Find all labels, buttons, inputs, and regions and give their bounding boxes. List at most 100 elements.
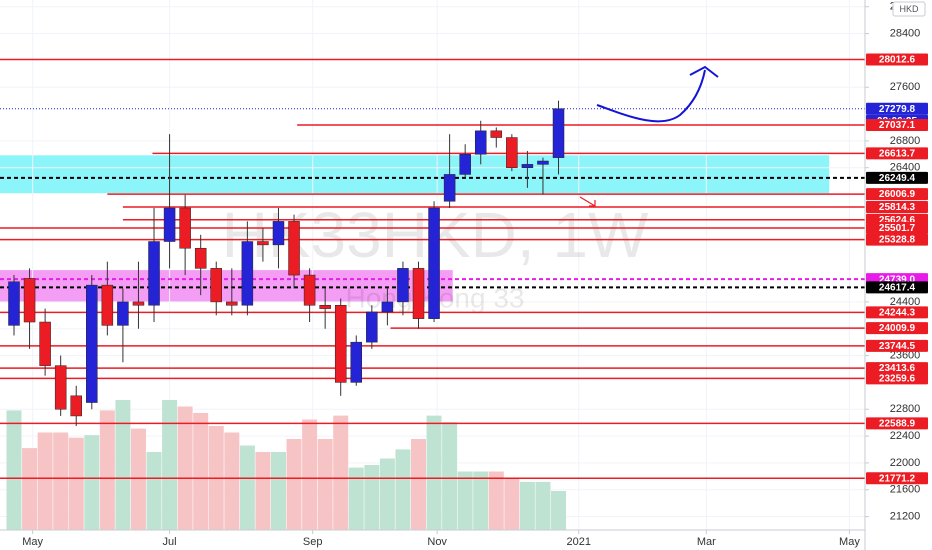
volume-bar (130, 428, 146, 530)
candle-body (179, 207, 191, 249)
y-tick-label: 21600 (890, 484, 921, 496)
zone (0, 270, 453, 303)
candle-body (117, 301, 129, 326)
y-tick-label: 22000 (890, 457, 921, 469)
volume-bar (442, 422, 458, 530)
candle-body (303, 274, 316, 306)
level-label: 23259.6 (879, 374, 916, 385)
price-axis: 2120021600220002240022800236002400024400… (22, 1, 928, 548)
level-label-box (866, 417, 928, 430)
candle-body (521, 164, 534, 168)
candle-body (101, 284, 114, 326)
volume-bar (317, 439, 333, 530)
level-label: 24617.4 (879, 282, 916, 293)
volume-bar (395, 449, 411, 530)
candle-body (350, 341, 363, 383)
candle-body (412, 268, 425, 319)
volume-bar (270, 452, 286, 530)
level-label: 21771.2 (879, 473, 916, 484)
volume-bar (84, 435, 100, 530)
y-tick-label: 22400 (890, 430, 921, 442)
level-label-box (866, 472, 928, 485)
candle-body (459, 154, 471, 175)
candle-body (537, 160, 549, 165)
currency: HKD (899, 4, 919, 14)
level-label: 23744.5 (879, 341, 916, 352)
candle-body (490, 130, 503, 138)
y-tick-label: 26400 (890, 162, 921, 174)
volume-bar (115, 400, 131, 530)
candle-body (39, 321, 51, 366)
candle-body (381, 301, 394, 313)
candle-body (163, 207, 176, 242)
candle-body (210, 268, 222, 303)
volume-bar (22, 448, 38, 530)
volume-bar (239, 445, 255, 530)
volume-bar (348, 467, 364, 530)
level-label-box (866, 102, 928, 115)
candle-body (8, 281, 20, 326)
level-label: 25624.6 (879, 215, 916, 226)
level-label: 27037.1 (879, 120, 916, 131)
candle-body (428, 207, 440, 319)
candles (8, 100, 565, 427)
level-label: 24009.9 (879, 323, 916, 334)
candle-body (443, 174, 456, 202)
level-label-box (866, 306, 928, 319)
candle-body (70, 395, 82, 417)
candle-body (272, 221, 285, 246)
level-label: 28012.6 (879, 55, 916, 66)
volume-bar (146, 452, 162, 530)
level-label-box (866, 372, 928, 385)
candle-body (194, 247, 207, 269)
x-tick-label: Sep (303, 536, 323, 548)
level-label: 26249.4 (879, 173, 916, 184)
candle-body (54, 365, 67, 410)
level-label: 27279.8 (879, 104, 916, 115)
level-label-box (866, 53, 928, 66)
y-tick-label: 28400 (890, 27, 921, 39)
volume-bar (333, 415, 349, 530)
level-label-box (866, 339, 928, 352)
level-label-box (866, 322, 928, 335)
currency-badge (892, 1, 926, 17)
volume (6, 400, 567, 530)
level-label-box (866, 233, 928, 246)
candle-body (226, 301, 238, 306)
candle-body (86, 284, 98, 403)
volume-bar (68, 437, 84, 530)
volume-bar (410, 439, 426, 530)
candle-body (319, 305, 331, 309)
level-label-box (866, 362, 928, 375)
y-tick-label: 26800 (890, 135, 921, 147)
volume-bar (302, 419, 318, 530)
level-label: 22588.9 (879, 419, 916, 430)
y-tick-label: 24400 (890, 296, 921, 308)
level-label-box (866, 188, 928, 201)
volume-bar (37, 432, 53, 530)
zones (0, 155, 830, 303)
volume-bar (379, 458, 395, 530)
level-label-box (866, 118, 928, 131)
y-tick-label: 22800 (890, 403, 921, 415)
volume-bar (551, 491, 567, 530)
candle-body (241, 241, 254, 306)
x-tick-label: 2021 (566, 536, 590, 548)
candle-body (257, 241, 269, 246)
level-label: 24244.3 (879, 307, 916, 318)
volume-bar (426, 415, 442, 530)
volume-bar (162, 400, 178, 530)
drawn-small-arrow (579, 196, 596, 207)
candle-body (397, 268, 409, 303)
candle-body (23, 278, 36, 323)
volume-bar (255, 452, 271, 530)
level-label: 25814.3 (879, 202, 916, 213)
level-label: 24739.0 (879, 274, 916, 285)
candle-body (366, 311, 378, 343)
drawn-arrow (596, 69, 706, 123)
volume-bar (504, 478, 520, 530)
x-tick-label: Nov (427, 536, 447, 548)
y-tick-label: 23600 (890, 349, 921, 361)
